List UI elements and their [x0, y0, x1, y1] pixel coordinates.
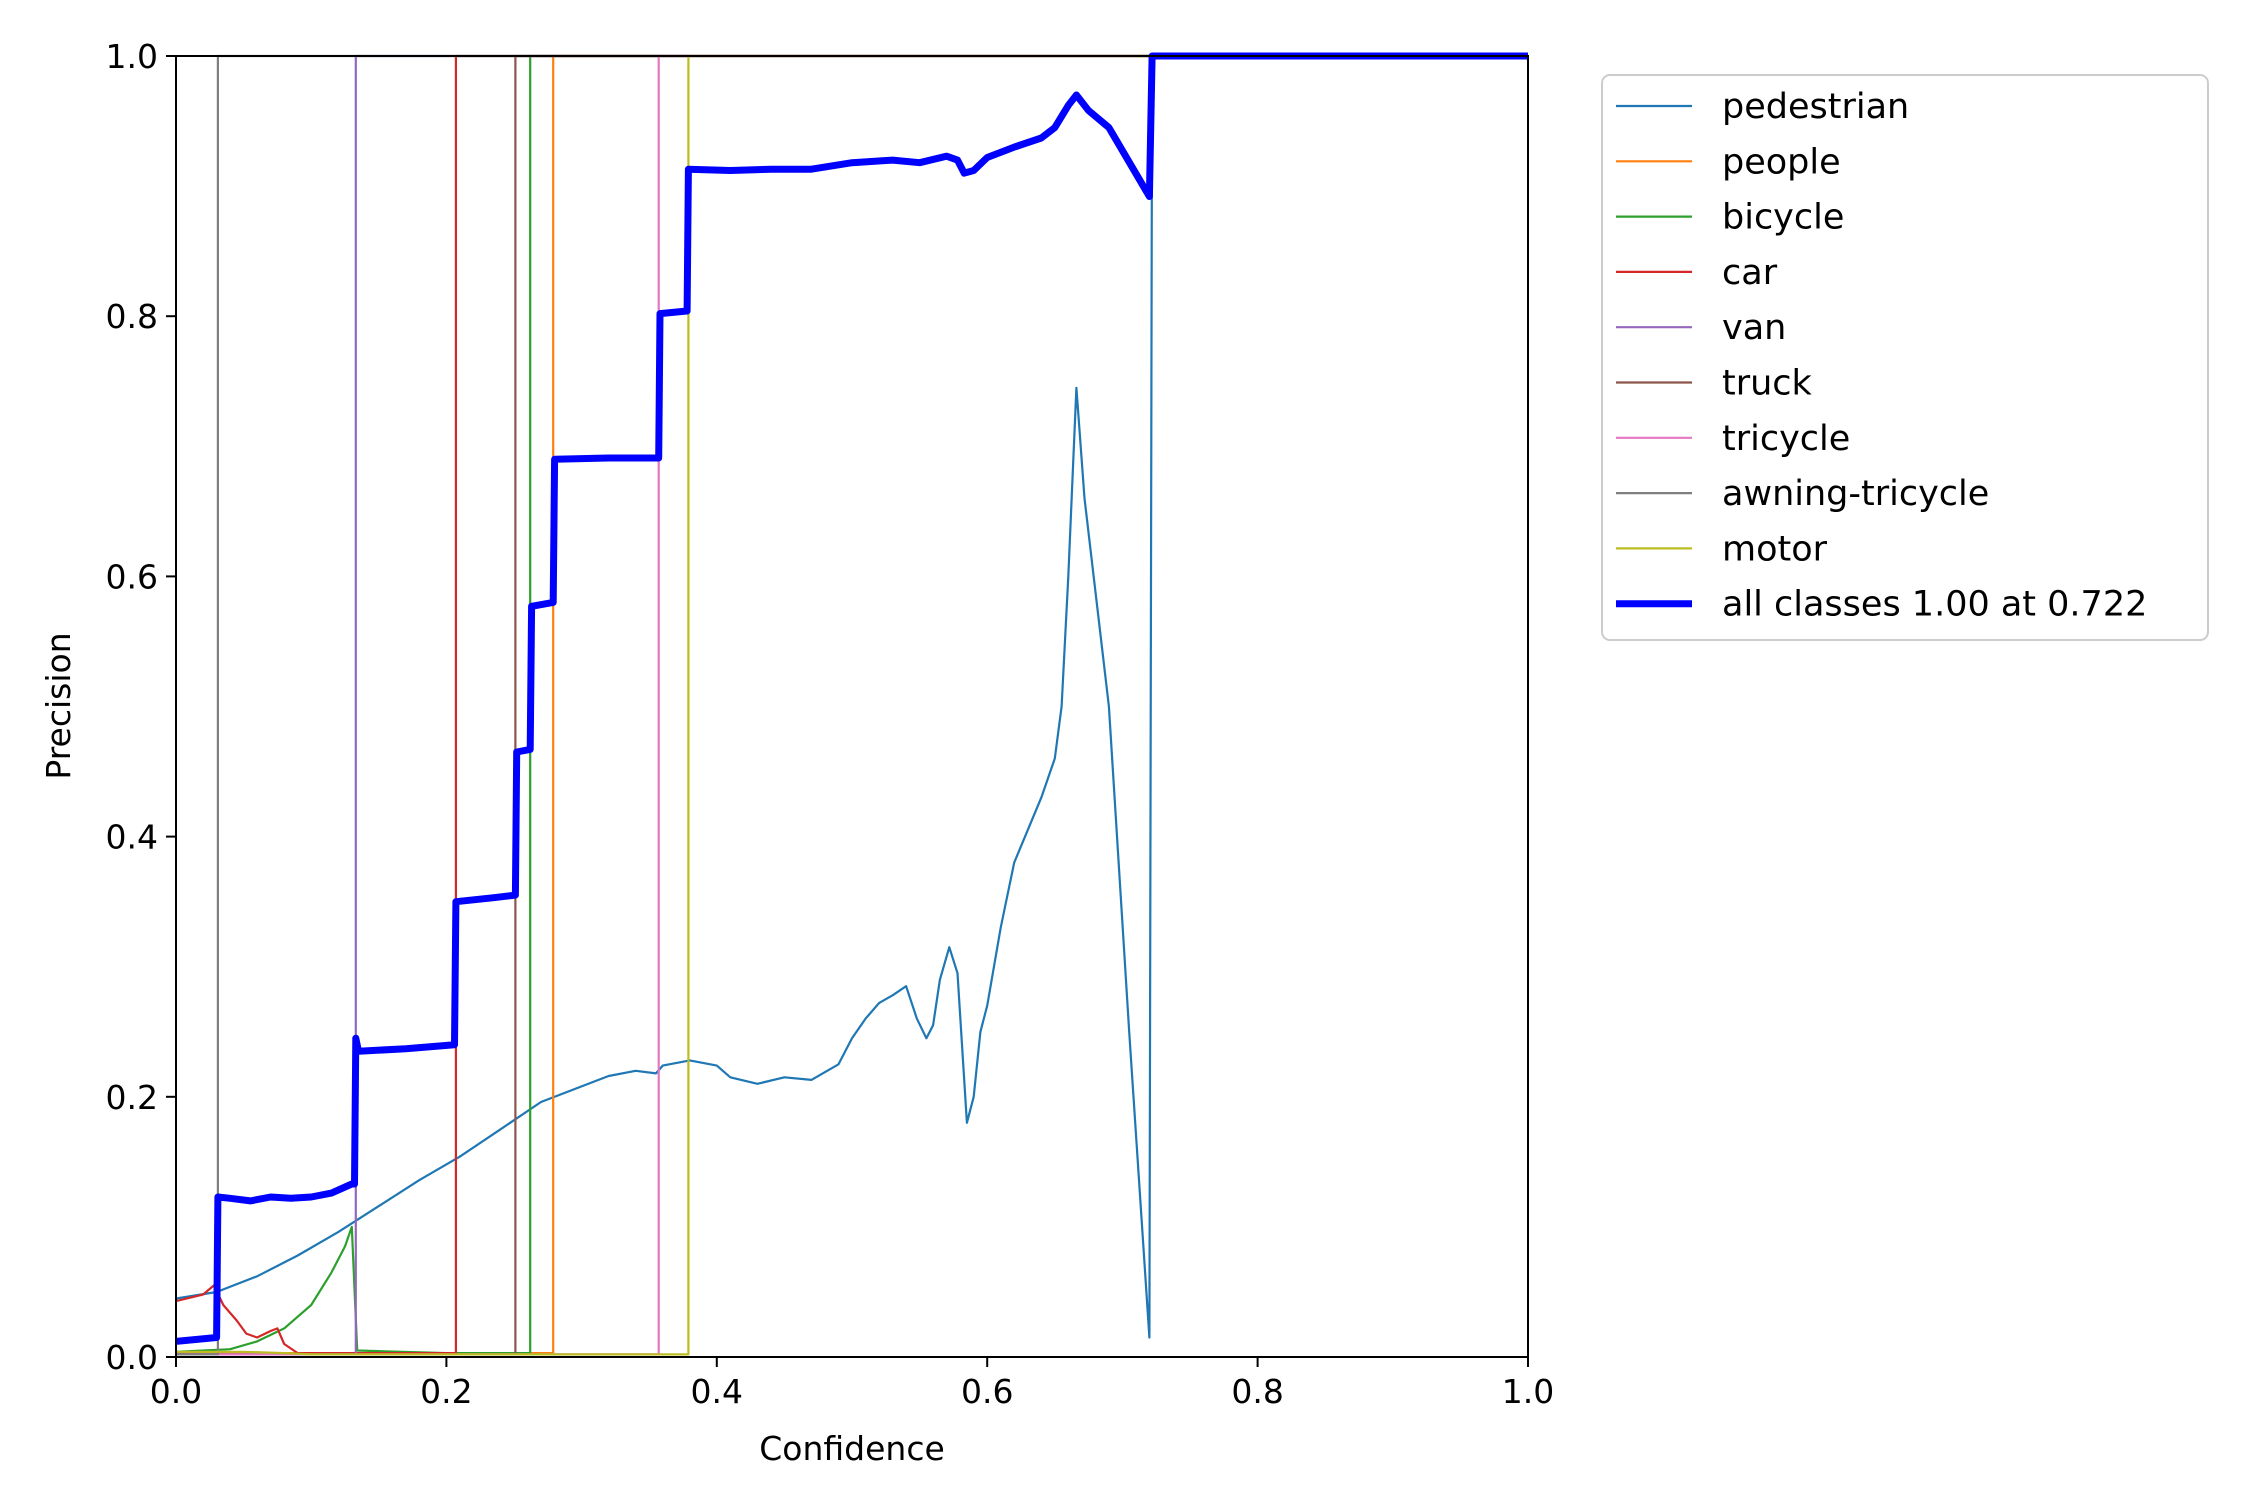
legend-box	[1601, 74, 2209, 641]
y-tick-label: 0.0	[106, 1338, 158, 1377]
y-tick-label: 1.0	[106, 37, 158, 76]
y-axis-title: Precision	[39, 632, 78, 779]
legend-label: all classes 1.00 at 0.722	[1722, 585, 2147, 625]
x-tick-label: 0.6	[961, 1372, 1013, 1411]
x-tick-label: 0.2	[420, 1372, 472, 1411]
legend-label: tricycle	[1722, 419, 1850, 459]
legend-label: bicycle	[1722, 198, 1844, 238]
legend-label: truck	[1722, 364, 1813, 404]
y-axis: 0.0 0.2 0.4 0.6 0.8 1.0	[106, 37, 176, 1377]
x-tick-label: 1.0	[1502, 1372, 1554, 1411]
y-tick-label: 0.2	[106, 1078, 158, 1117]
x-axis: 0.0 0.2 0.4 0.6 0.8 1.0	[150, 1357, 1554, 1411]
legend-label: people	[1722, 142, 1841, 182]
x-tick-label: 0.4	[691, 1372, 743, 1411]
legend-label: awning-tricycle	[1722, 474, 1989, 514]
legend-label: pedestrian	[1722, 87, 1909, 127]
y-tick-label: 0.4	[106, 818, 158, 857]
legend: pedestrian people bicycle car van truck tricyc…	[1601, 74, 2209, 641]
series-line-bicycle	[176, 54, 1528, 1355]
y-tick-label: 0.6	[106, 557, 158, 596]
series-line-all	[176, 52, 1528, 1345]
legend-label: van	[1722, 308, 1786, 348]
legend-label: motor	[1722, 529, 1828, 569]
plot-frame	[175, 55, 1529, 1358]
x-tick-label: 0.0	[150, 1372, 202, 1411]
series-line-pedestrian	[176, 54, 1528, 1339]
x-tick-label: 0.8	[1231, 1372, 1283, 1411]
legend-label: car	[1722, 253, 1778, 293]
y-tick-label: 0.8	[106, 297, 158, 336]
x-axis-title: Confidence	[759, 1429, 945, 1468]
